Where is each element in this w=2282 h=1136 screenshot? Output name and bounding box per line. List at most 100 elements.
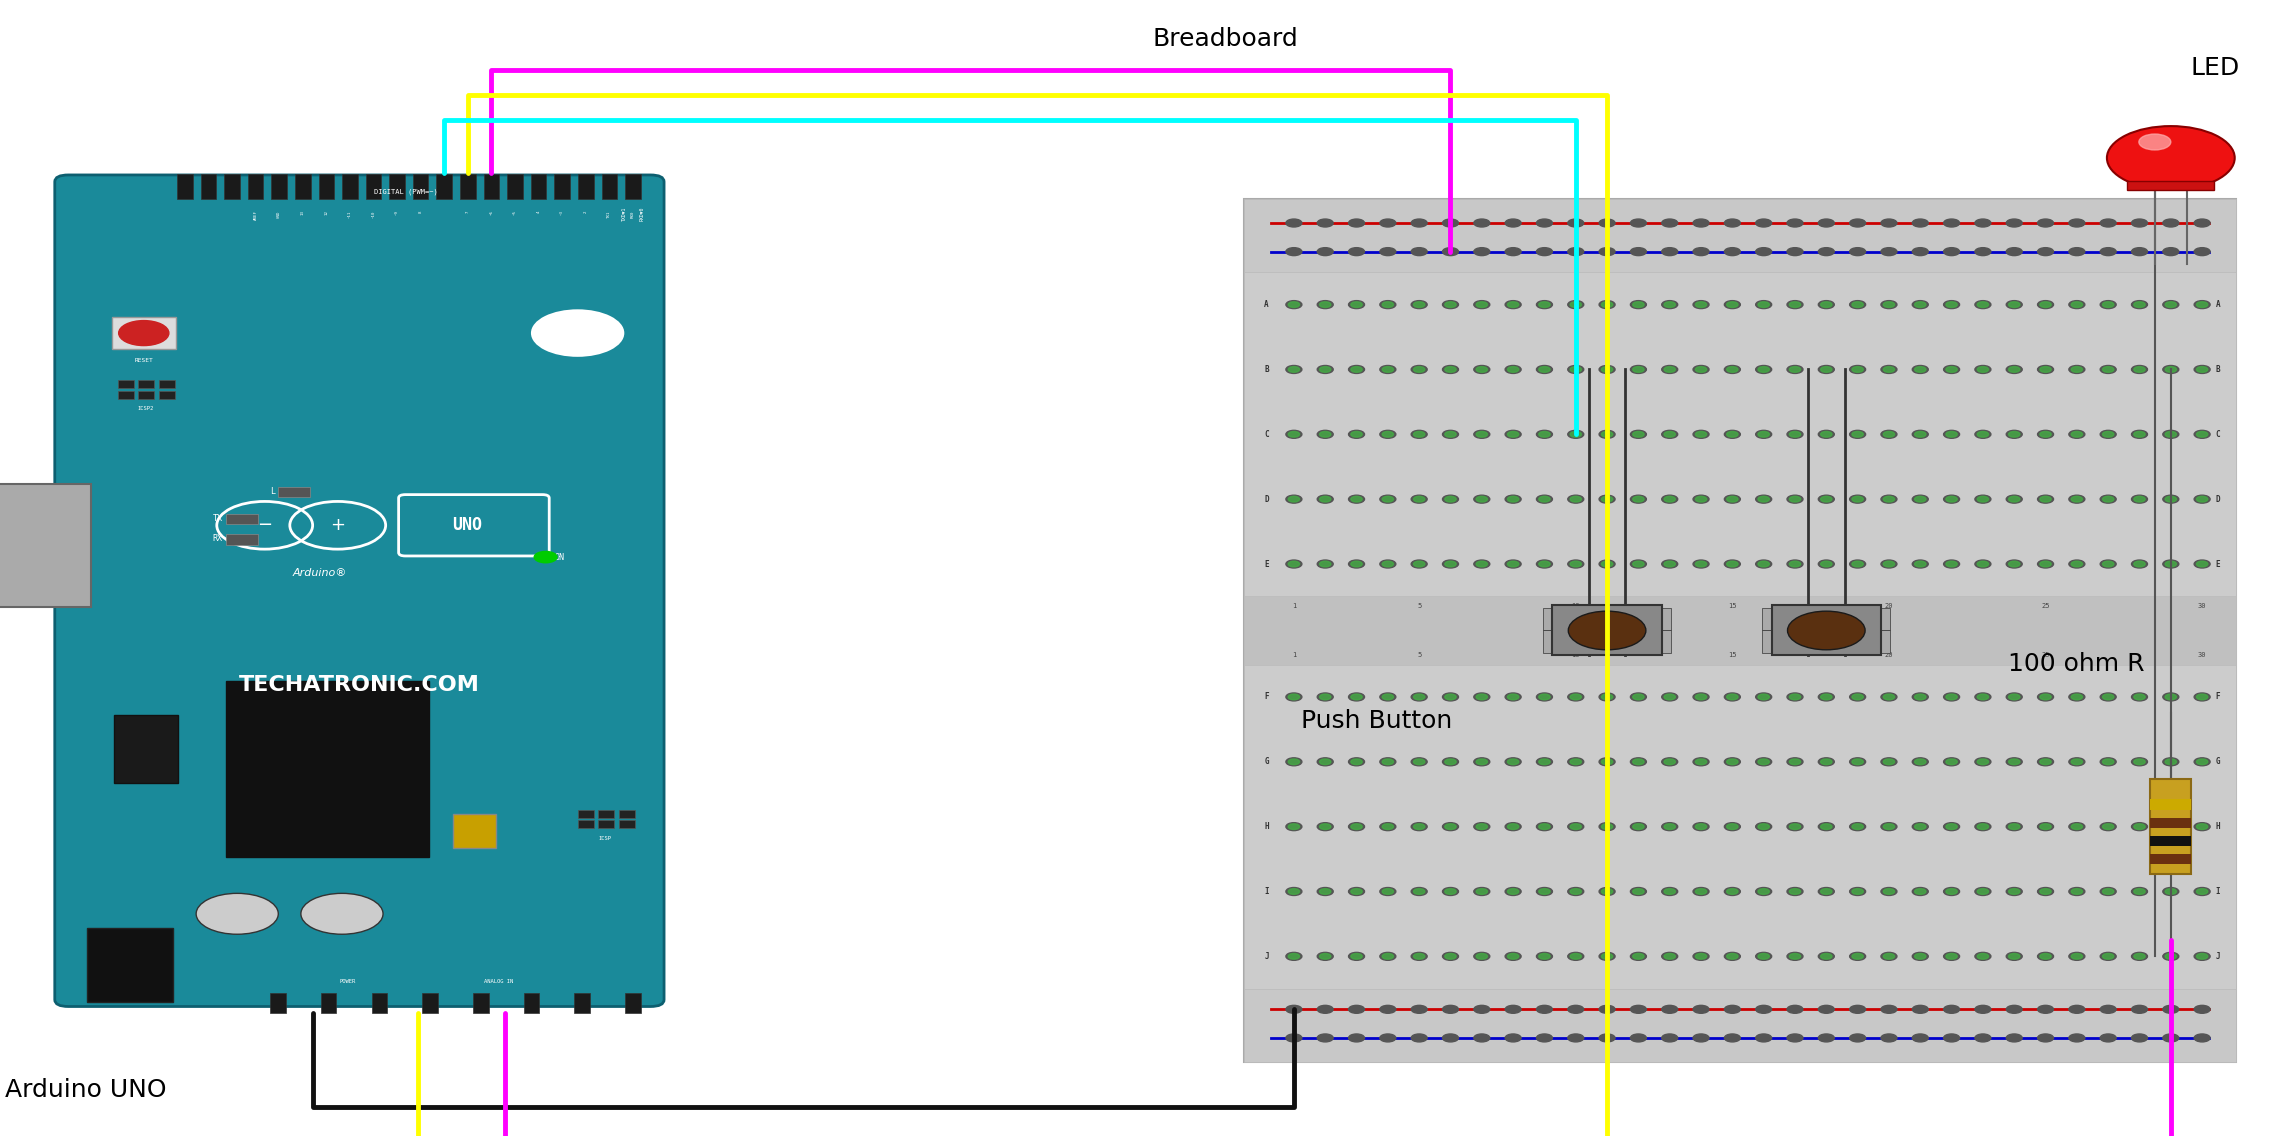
Circle shape <box>1821 888 1832 894</box>
Bar <box>322 993 335 1013</box>
Circle shape <box>2072 759 2083 765</box>
Circle shape <box>2195 888 2207 894</box>
Circle shape <box>1287 824 1298 829</box>
Circle shape <box>1664 759 1675 765</box>
Circle shape <box>2195 953 2207 959</box>
Circle shape <box>1508 561 1520 567</box>
Circle shape <box>1915 561 1926 567</box>
Circle shape <box>1976 953 1988 959</box>
Circle shape <box>1693 822 1709 830</box>
Circle shape <box>1880 560 1896 568</box>
Text: C: C <box>2216 429 2220 438</box>
Circle shape <box>1727 561 1739 567</box>
Circle shape <box>1442 219 1458 227</box>
Circle shape <box>2099 560 2115 568</box>
Circle shape <box>1536 560 1552 568</box>
Text: Arduino®: Arduino® <box>292 568 347 578</box>
Bar <box>269 993 285 1013</box>
Circle shape <box>1944 301 1960 309</box>
Text: L: L <box>269 486 276 495</box>
Circle shape <box>1912 1005 1928 1013</box>
Circle shape <box>1349 758 1365 766</box>
Circle shape <box>1568 248 1584 256</box>
Circle shape <box>1381 758 1397 766</box>
Circle shape <box>1819 431 1835 438</box>
Circle shape <box>1349 301 1365 309</box>
Circle shape <box>2195 432 2207 437</box>
Circle shape <box>1880 693 1896 701</box>
Circle shape <box>1819 560 1835 568</box>
Circle shape <box>2099 822 2115 830</box>
Circle shape <box>1538 888 1549 894</box>
Bar <box>1244 199 2236 273</box>
Circle shape <box>1664 432 1675 437</box>
Circle shape <box>1536 366 1552 374</box>
Circle shape <box>1445 953 1456 959</box>
Circle shape <box>1880 1034 1896 1042</box>
Circle shape <box>1821 302 1832 308</box>
Circle shape <box>1789 496 1800 502</box>
Bar <box>342 174 358 199</box>
Circle shape <box>2038 366 2054 374</box>
Circle shape <box>1664 302 1675 308</box>
Circle shape <box>2006 248 2022 256</box>
Circle shape <box>1696 432 1707 437</box>
Circle shape <box>2099 248 2115 256</box>
Circle shape <box>2131 693 2147 701</box>
Circle shape <box>1317 495 1333 503</box>
Circle shape <box>1285 495 1301 503</box>
Circle shape <box>1351 888 1362 894</box>
Circle shape <box>1632 432 1643 437</box>
Circle shape <box>2163 693 2179 701</box>
Circle shape <box>2134 694 2145 700</box>
Circle shape <box>1912 495 1928 503</box>
Circle shape <box>1883 561 1894 567</box>
Text: 4: 4 <box>536 210 541 212</box>
Circle shape <box>1602 367 1613 373</box>
Circle shape <box>1696 694 1707 700</box>
Circle shape <box>1538 759 1549 765</box>
Circle shape <box>1506 431 1522 438</box>
Circle shape <box>1974 366 1990 374</box>
Circle shape <box>1696 561 1707 567</box>
Text: ANALOG IN: ANALOG IN <box>484 979 513 984</box>
Circle shape <box>2166 432 2177 437</box>
Circle shape <box>1661 366 1677 374</box>
Circle shape <box>1568 219 1584 227</box>
Circle shape <box>2070 1034 2086 1042</box>
Circle shape <box>1819 301 1835 309</box>
Circle shape <box>1725 495 1741 503</box>
Bar <box>602 174 616 199</box>
Text: 12: 12 <box>324 210 329 215</box>
Circle shape <box>2006 758 2022 766</box>
Circle shape <box>2006 366 2022 374</box>
Circle shape <box>2131 1005 2147 1013</box>
Circle shape <box>2163 366 2179 374</box>
Circle shape <box>1693 1005 1709 1013</box>
Circle shape <box>1349 887 1365 895</box>
Circle shape <box>1319 694 1330 700</box>
Circle shape <box>1319 302 1330 308</box>
Circle shape <box>1755 219 1771 227</box>
Text: J: J <box>1264 952 1269 961</box>
Circle shape <box>1508 302 1520 308</box>
Circle shape <box>1629 248 1645 256</box>
Circle shape <box>1755 1034 1771 1042</box>
Circle shape <box>1600 431 1616 438</box>
Circle shape <box>1319 367 1330 373</box>
Text: ~11: ~11 <box>347 210 351 218</box>
Circle shape <box>2131 301 2147 309</box>
Circle shape <box>2070 495 2086 503</box>
Circle shape <box>1632 561 1643 567</box>
Circle shape <box>1474 366 1490 374</box>
Circle shape <box>1947 367 1958 373</box>
Circle shape <box>1629 693 1645 701</box>
Circle shape <box>1602 302 1613 308</box>
Circle shape <box>1725 887 1741 895</box>
Circle shape <box>1476 367 1488 373</box>
Circle shape <box>1474 1005 1490 1013</box>
Circle shape <box>1757 367 1769 373</box>
Circle shape <box>2102 824 2113 829</box>
Circle shape <box>2070 1005 2086 1013</box>
Circle shape <box>1755 495 1771 503</box>
